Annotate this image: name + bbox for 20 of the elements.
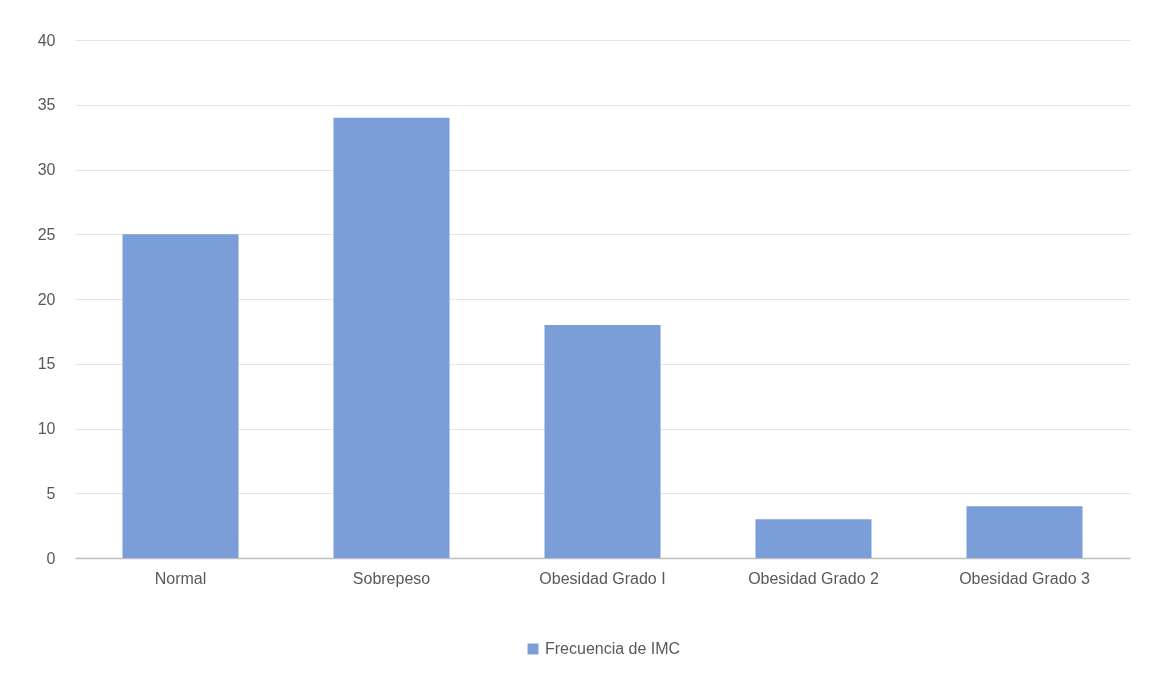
x-tick-label: Obesidad Grado 2 xyxy=(748,569,879,587)
x-tick-label: Obesidad Grado I xyxy=(539,569,666,587)
y-tick-label: 35 xyxy=(37,96,56,114)
x-tick-label: Normal xyxy=(154,569,207,587)
y-tick-label: 0 xyxy=(46,549,56,567)
y-tick-label: 5 xyxy=(46,484,56,502)
bar xyxy=(544,324,661,558)
bar xyxy=(966,506,1083,558)
y-tick-label: 40 xyxy=(37,31,56,49)
y-tick-label: 20 xyxy=(37,290,56,308)
y-tick-label: 25 xyxy=(37,225,56,243)
bar xyxy=(122,234,239,558)
y-tick-label: 15 xyxy=(37,355,56,373)
bar xyxy=(333,117,450,558)
y-tick-label: 30 xyxy=(37,161,56,178)
bar xyxy=(755,519,872,558)
legend-label: Frecuencia de IMC xyxy=(545,640,681,657)
y-tick-label: 10 xyxy=(37,420,56,437)
x-tick-label: Sobrepeso xyxy=(352,569,431,587)
x-tick-label: Obesidad Grado 3 xyxy=(959,569,1090,587)
